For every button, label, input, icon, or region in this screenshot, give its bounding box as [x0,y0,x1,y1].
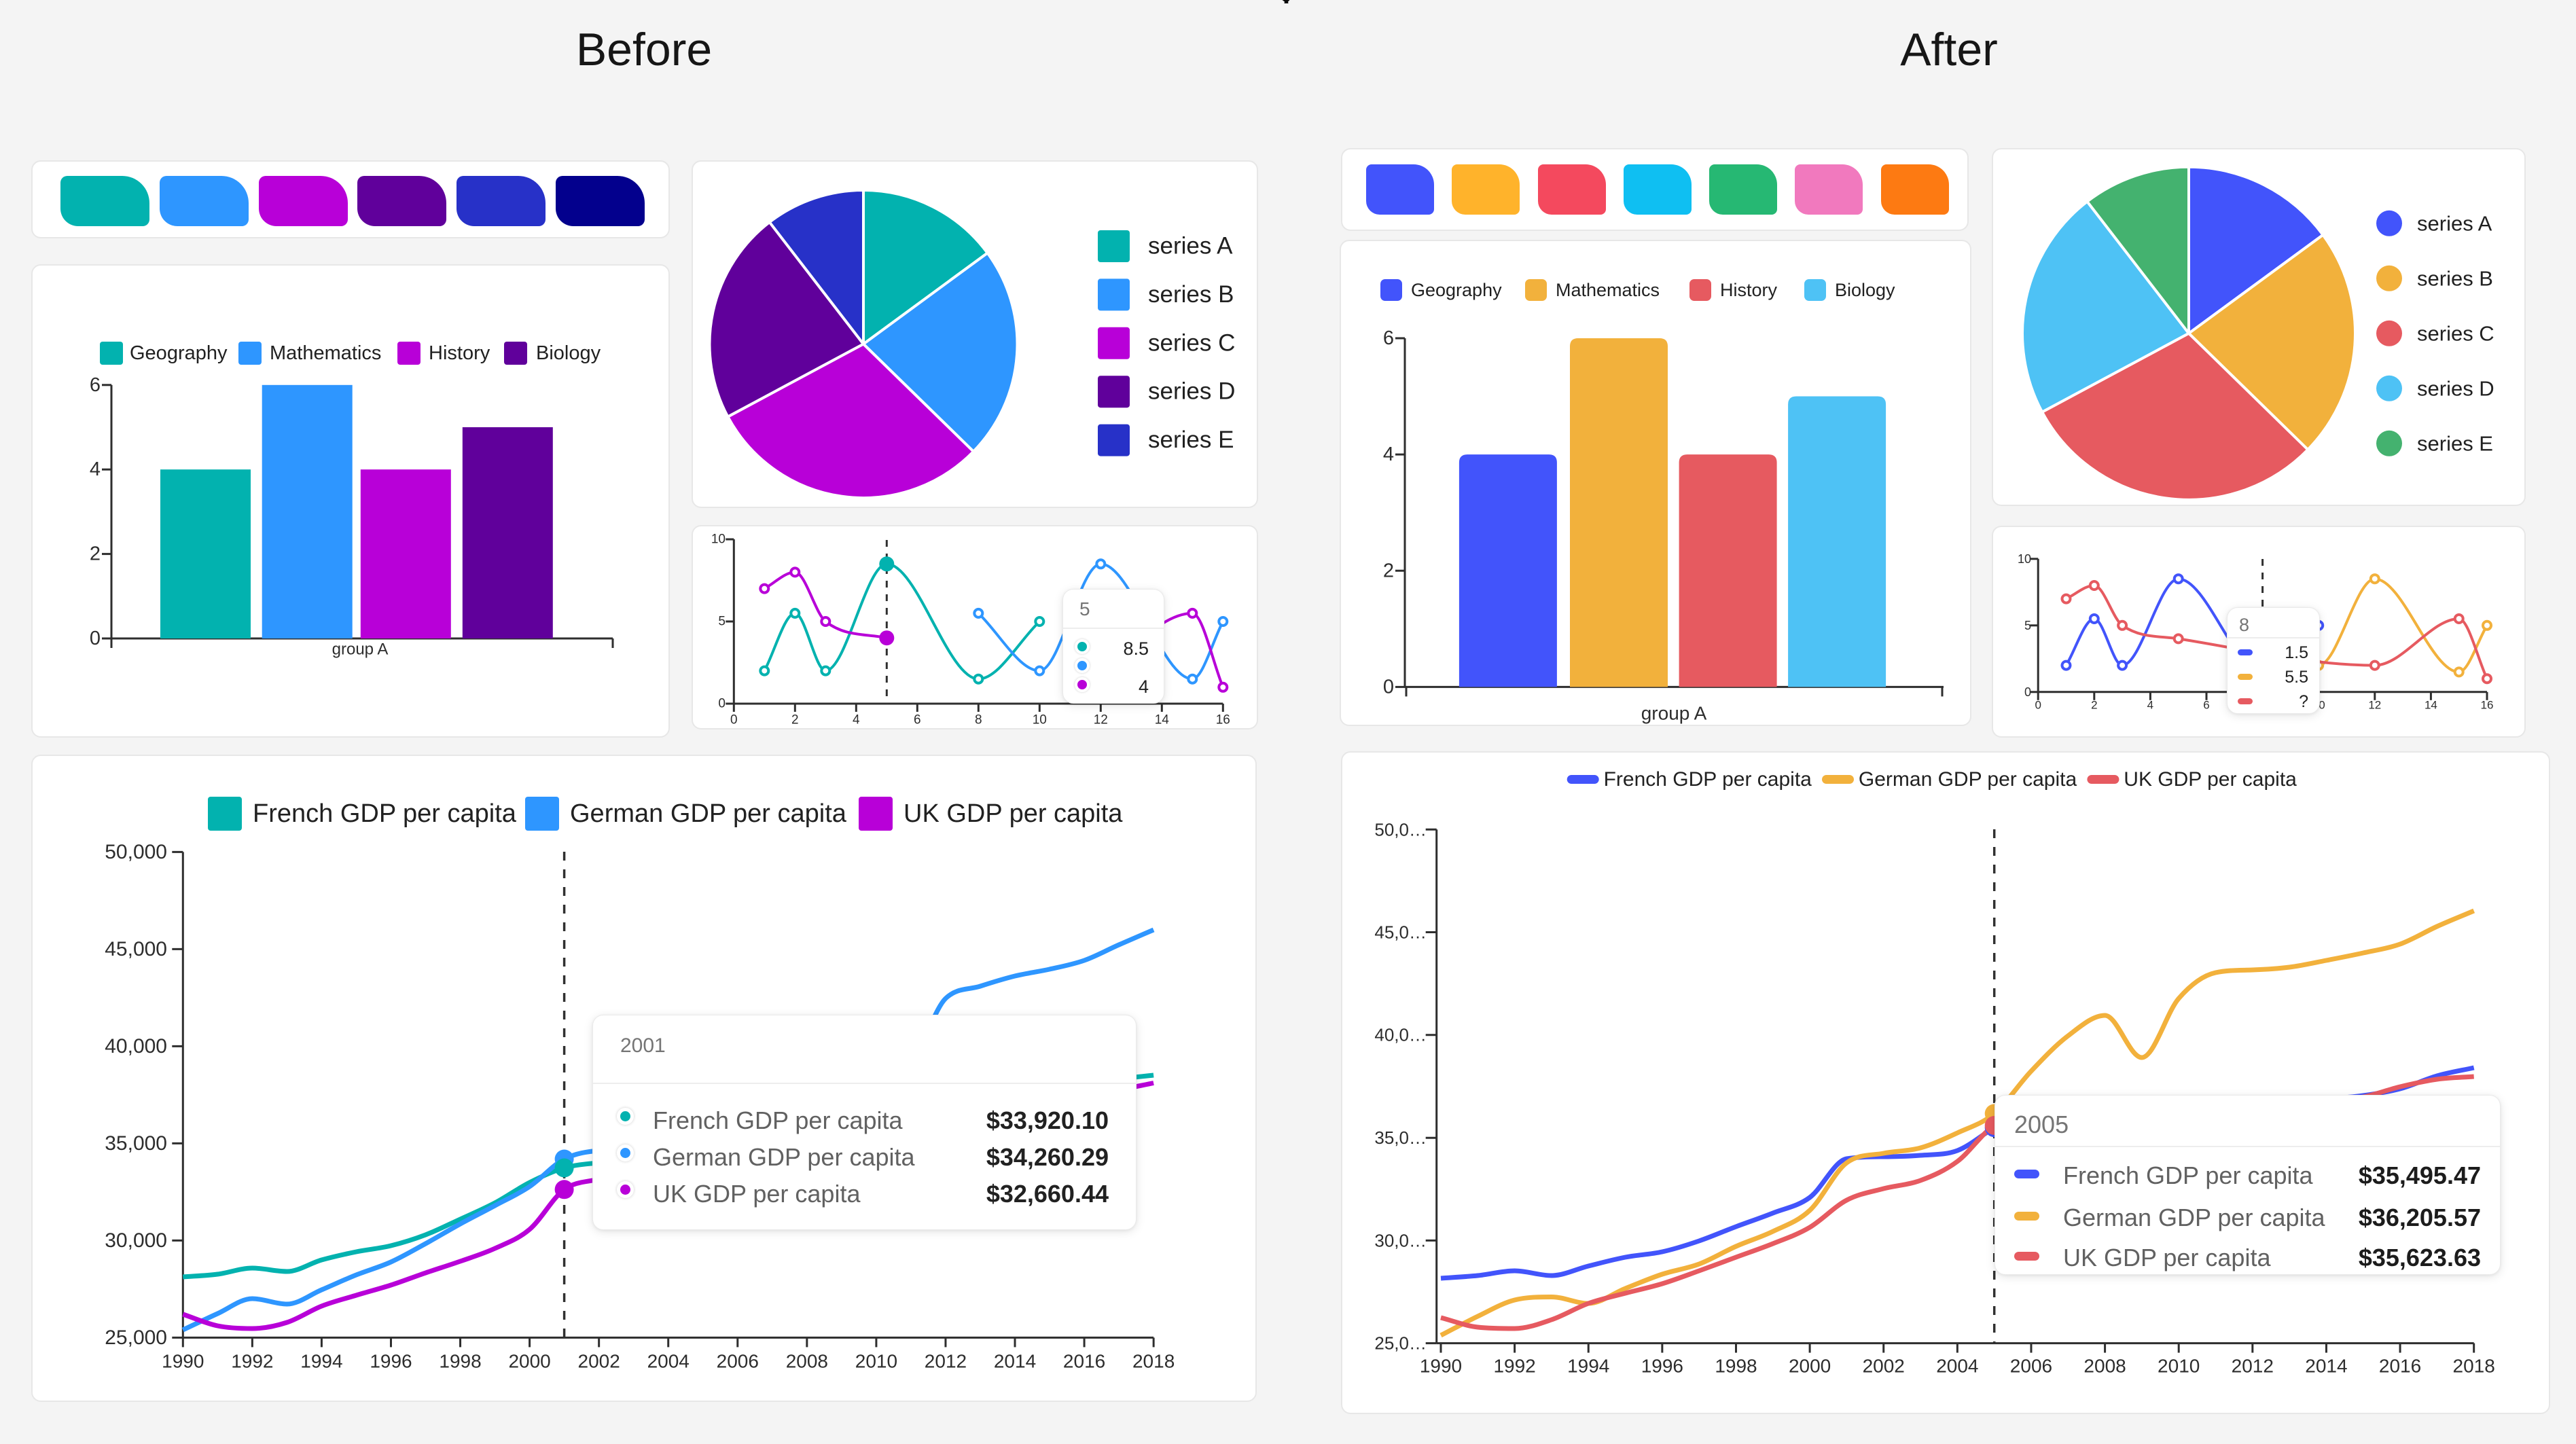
svg-text:Biology: Biology [536,342,601,364]
svg-text:35,000: 35,000 [105,1132,167,1155]
svg-text:4: 4 [853,713,860,727]
svg-text:14: 14 [1155,713,1170,727]
svg-text:2004: 2004 [647,1351,690,1372]
svg-text:2004: 2004 [1936,1356,1978,1377]
svg-text:0: 0 [718,697,726,711]
svg-text:0: 0 [2024,685,2031,699]
svg-text:12: 12 [1094,713,1108,727]
svg-text:4: 4 [1383,444,1394,465]
svg-text:2010: 2010 [855,1351,897,1372]
svg-text:0: 0 [730,713,738,727]
svg-text:German GDP per capita: German GDP per capita [570,799,847,828]
svg-text:30,0…: 30,0… [1374,1230,1427,1250]
svg-text:14: 14 [2425,699,2437,712]
svg-text:2006: 2006 [2010,1356,2052,1377]
svg-text:Mathematics: Mathematics [1556,280,1660,300]
svg-text:0: 0 [90,628,101,649]
svg-text:2: 2 [791,713,799,727]
svg-text:2018: 2018 [1132,1351,1175,1372]
svg-text:Biology: Biology [1835,280,1895,300]
svg-text:2: 2 [2091,699,2097,712]
svg-text:UK GDP per capita: UK GDP per capita [2124,768,2297,791]
svg-text:1996: 1996 [370,1351,412,1372]
svg-text:series C: series C [1148,329,1235,356]
svg-text:4: 4 [2147,699,2153,712]
svg-text:1996: 1996 [1641,1356,1683,1377]
svg-text:50,0…: 50,0… [1374,819,1427,840]
svg-text:2012: 2012 [925,1351,967,1372]
svg-text:1994: 1994 [1567,1356,1609,1377]
svg-text:6: 6 [90,374,101,396]
svg-text:5: 5 [718,615,726,629]
svg-text:2016: 2016 [2379,1356,2421,1377]
svg-text:10: 10 [1033,713,1047,727]
svg-text:2006: 2006 [717,1351,759,1372]
svg-text:1990: 1990 [162,1351,204,1372]
svg-text:10: 10 [2018,552,2031,566]
svg-text:series B: series B [2417,266,2493,290]
svg-text:series C: series C [2417,321,2494,345]
svg-text:2002: 2002 [1863,1356,1905,1377]
svg-text:25,0…: 25,0… [1374,1333,1427,1354]
svg-text:2018: 2018 [2453,1356,2495,1377]
svg-text:2000: 2000 [508,1351,550,1372]
svg-text:UK GDP per capita: UK GDP per capita [904,799,1123,828]
svg-text:10: 10 [711,533,726,547]
svg-text:2010: 2010 [2158,1356,2200,1377]
svg-text:35,0…: 35,0… [1374,1127,1427,1148]
svg-text:5: 5 [2024,619,2031,632]
svg-text:group A: group A [332,640,389,659]
svg-text:2: 2 [90,543,101,565]
svg-text:6: 6 [2203,699,2209,712]
svg-text:series D: series D [2417,376,2494,400]
svg-text:2016: 2016 [1063,1351,1105,1372]
svg-text:2002: 2002 [578,1351,620,1372]
svg-text:Mathematics: Mathematics [270,342,381,364]
svg-text:series A: series A [2417,211,2492,235]
svg-text:25,000: 25,000 [105,1326,167,1349]
svg-text:History: History [1720,280,1778,300]
svg-text:History: History [429,342,490,364]
svg-text:1998: 1998 [1715,1356,1757,1377]
svg-text:2012: 2012 [2232,1356,2274,1377]
svg-text:8: 8 [975,713,982,727]
svg-text:Geography: Geography [130,342,228,364]
svg-text:2000: 2000 [1789,1356,1831,1377]
svg-text:16: 16 [1216,713,1230,727]
svg-text:1998: 1998 [439,1351,481,1372]
svg-text:series D: series D [1148,378,1235,405]
svg-text:50,000: 50,000 [105,841,167,863]
svg-text:Geography: Geography [1411,280,1502,300]
svg-text:1990: 1990 [1420,1356,1462,1377]
svg-text:series A: series A [1148,233,1233,259]
svg-text:40,0…: 40,0… [1374,1025,1427,1045]
svg-text:2014: 2014 [2305,1356,2347,1377]
svg-text:45,0…: 45,0… [1374,922,1427,943]
svg-text:series E: series E [1148,427,1234,453]
svg-text:French GDP per capita: French GDP per capita [253,799,517,828]
svg-text:40,000: 40,000 [105,1035,167,1058]
svg-text:French GDP per capita: French GDP per capita [1604,768,1812,791]
svg-text:16: 16 [2481,699,2494,712]
svg-text:30,000: 30,000 [105,1229,167,1252]
svg-text:12: 12 [2368,699,2381,712]
svg-text:2008: 2008 [2083,1356,2126,1377]
svg-text:2008: 2008 [786,1351,828,1372]
svg-text:4: 4 [90,458,101,480]
svg-text:45,000: 45,000 [105,938,167,960]
svg-text:1994: 1994 [300,1351,342,1372]
svg-text:group A: group A [1641,703,1707,724]
svg-text:6: 6 [1383,327,1394,349]
svg-text:6: 6 [914,713,921,727]
svg-text:0: 0 [2035,699,2041,712]
svg-text:0: 0 [1383,676,1394,698]
svg-text:series E: series E [2417,431,2493,455]
svg-text:series B: series B [1148,281,1234,308]
svg-text:2: 2 [1383,560,1394,581]
svg-text:2014: 2014 [994,1351,1036,1372]
svg-text:1992: 1992 [1493,1356,1535,1377]
svg-text:1992: 1992 [231,1351,273,1372]
svg-text:German GDP per capita: German GDP per capita [1859,768,2077,791]
